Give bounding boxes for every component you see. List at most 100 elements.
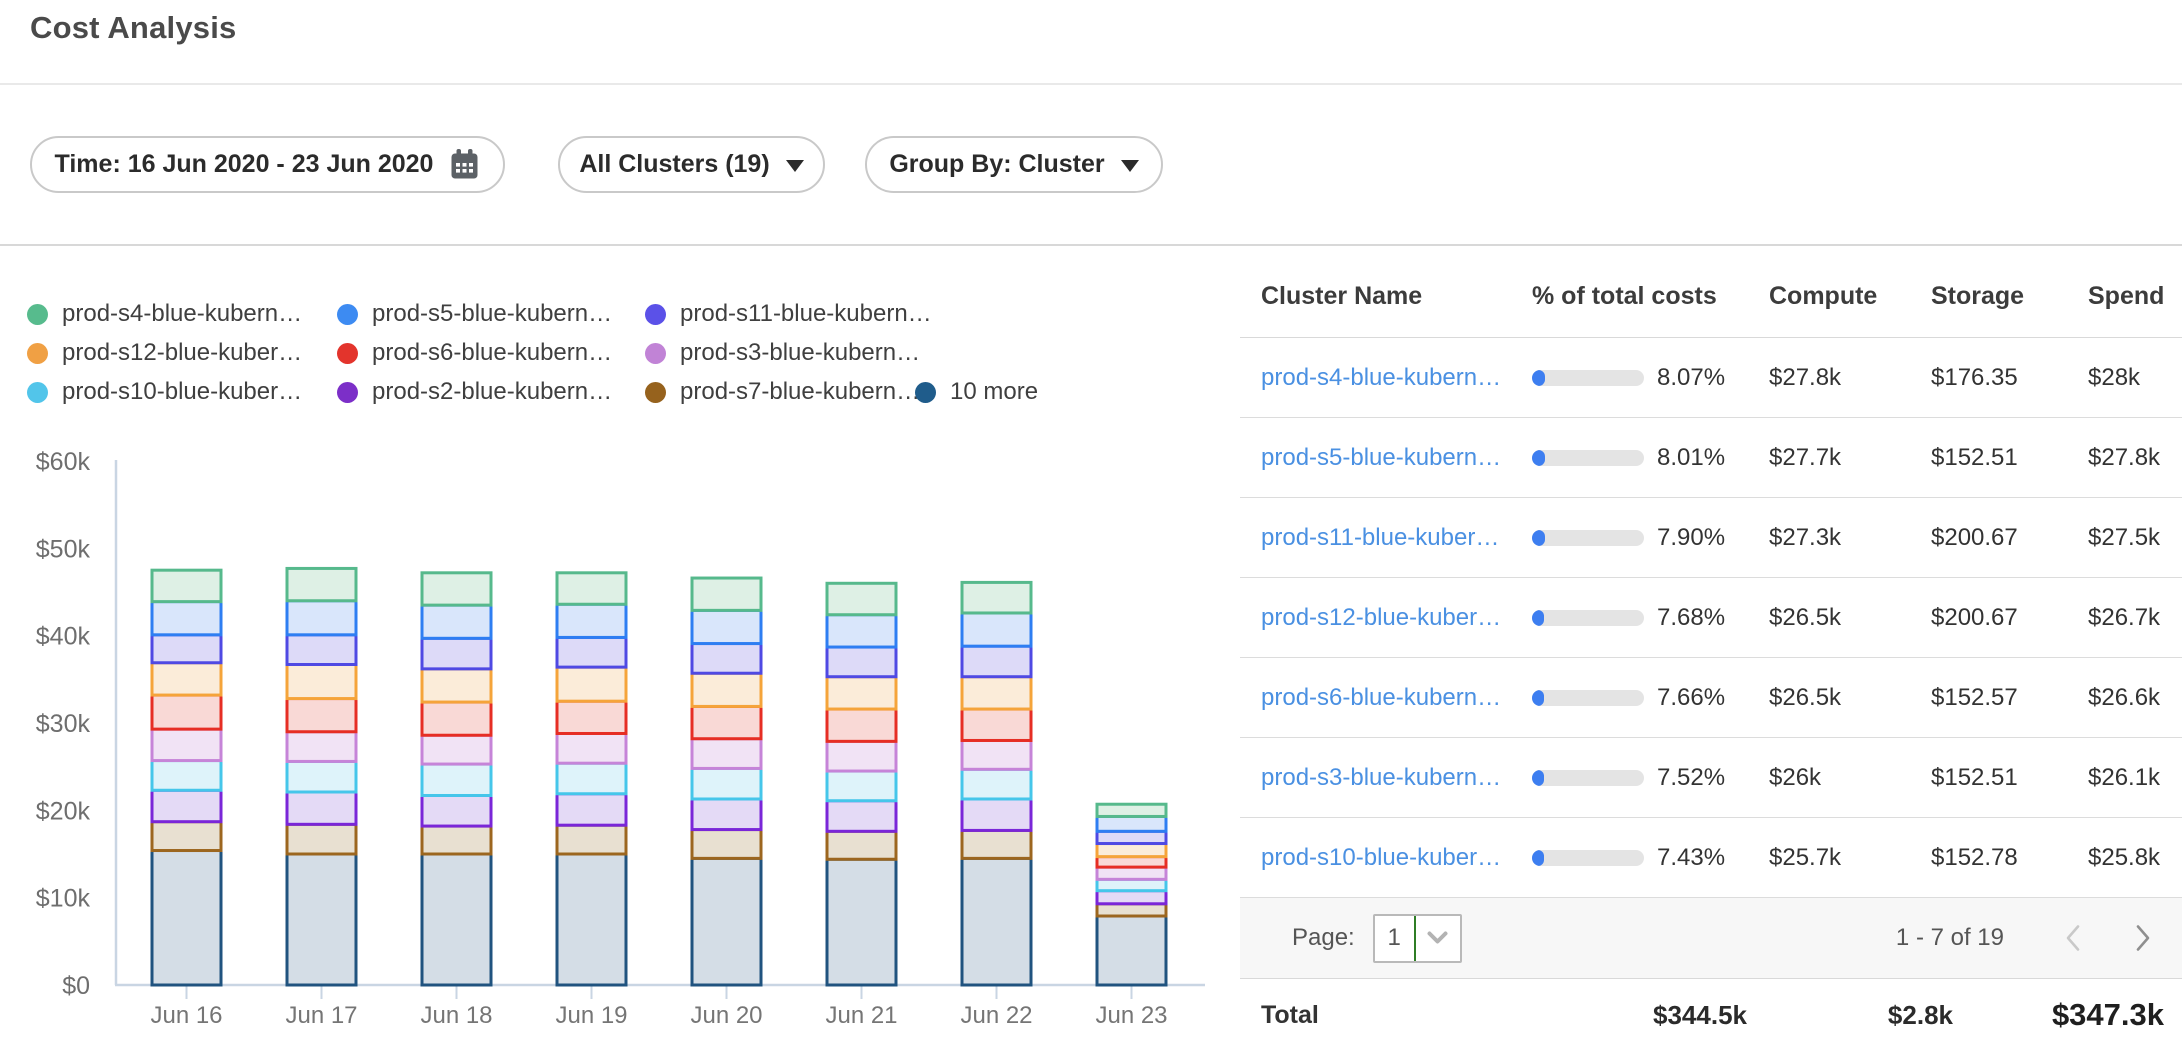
cluster-name-link[interactable]: prod-s10-blue-kuber… xyxy=(1261,843,1502,871)
bar-segment-s6-jun-16[interactable] xyxy=(150,693,223,731)
bar-segment-s2-jun-20[interactable] xyxy=(690,797,763,832)
cluster-name-link[interactable]: prod-s3-blue-kubern… xyxy=(1261,763,1502,791)
bar-segment-s6-jun-18[interactable] xyxy=(420,700,493,737)
bar-segment-s12-jun-23[interactable] xyxy=(1095,842,1168,859)
bar-segment-s11-jun-19[interactable] xyxy=(555,635,628,669)
bar-segment-s10-jun-23[interactable] xyxy=(1095,877,1168,893)
bar-segment-s7-jun-16[interactable] xyxy=(150,820,223,853)
bar-segment-s5-jun-19[interactable] xyxy=(555,602,628,639)
bar-segment-s3-jun-17[interactable] xyxy=(285,730,358,763)
bar-segment-s7-jun-19[interactable] xyxy=(555,823,628,856)
legend-item-s6[interactable]: prod-s6-blue-kubern… xyxy=(337,339,612,367)
bar-segment-s10-jun-18[interactable] xyxy=(420,762,493,797)
bar-segment-s3-jun-16[interactable] xyxy=(150,727,223,763)
bar-segment-s6-jun-23[interactable] xyxy=(1095,855,1168,869)
cluster-name-link[interactable]: prod-s4-blue-kubern… xyxy=(1261,363,1502,391)
bar-segment-s4-jun-22[interactable] xyxy=(960,580,1033,615)
bar-segment-s6-jun-19[interactable] xyxy=(555,699,628,735)
bar-segment-s10-jun-19[interactable] xyxy=(555,761,628,796)
bar-segment-s12-jun-20[interactable] xyxy=(690,671,763,708)
bar-segment-s3-jun-22[interactable] xyxy=(960,738,1033,771)
page-select[interactable]: 1 xyxy=(1372,913,1462,963)
bar-segment-s5-jun-18[interactable] xyxy=(420,603,493,640)
bar-segment-s7-jun-20[interactable] xyxy=(690,828,763,860)
bar-segment-s6-jun-20[interactable] xyxy=(690,704,763,741)
bar-segment-s11-jun-20[interactable] xyxy=(690,642,763,675)
legend-item-s5[interactable]: prod-s5-blue-kubern… xyxy=(337,300,612,328)
bar-segment-s4-jun-18[interactable] xyxy=(420,571,493,607)
time-range-filter[interactable]: Time: 16 Jun 2020 - 23 Jun 2020 xyxy=(30,136,505,193)
bar-segment-s2-jun-16[interactable] xyxy=(150,788,223,824)
cluster-name-link[interactable]: prod-s5-blue-kubern… xyxy=(1261,443,1502,471)
bar-segment-s11-jun-17[interactable] xyxy=(285,633,358,666)
bar-segment-s12-jun-17[interactable] xyxy=(285,662,358,701)
bar-segment-s3-jun-21[interactable] xyxy=(825,739,898,773)
bar-segment-s4-jun-21[interactable] xyxy=(825,581,898,617)
bar-segment-more-jun-16[interactable] xyxy=(150,849,223,987)
bar-segment-s4-jun-16[interactable] xyxy=(150,568,223,604)
bar-segment-more-jun-23[interactable] xyxy=(1095,914,1168,987)
bar-segment-s4-jun-17[interactable] xyxy=(285,566,358,603)
bar-segment-s4-jun-23[interactable] xyxy=(1095,802,1168,818)
bar-segment-s7-jun-23[interactable] xyxy=(1095,902,1168,918)
bar-segment-more-jun-21[interactable] xyxy=(825,857,898,987)
bar-segment-s6-jun-17[interactable] xyxy=(285,697,358,734)
bar-segment-s2-jun-18[interactable] xyxy=(420,793,493,828)
bar-segment-s3-jun-20[interactable] xyxy=(690,737,763,770)
bar-segment-s5-jun-21[interactable] xyxy=(825,613,898,649)
bar-segment-s3-jun-18[interactable] xyxy=(420,733,493,766)
bar-segment-s2-jun-21[interactable] xyxy=(825,799,898,833)
bar-segment-s6-jun-21[interactable] xyxy=(825,707,898,743)
bar-segment-s12-jun-16[interactable] xyxy=(150,661,223,697)
cluster-name-link[interactable]: prod-s12-blue-kuber… xyxy=(1261,603,1502,631)
legend-item-more[interactable]: 10 more xyxy=(915,378,1038,406)
bar-segment-s11-jun-23[interactable] xyxy=(1095,829,1168,846)
bar-segment-s5-jun-17[interactable] xyxy=(285,599,358,637)
bar-segment-s3-jun-19[interactable] xyxy=(555,731,628,765)
bar-segment-s10-jun-21[interactable] xyxy=(825,769,898,803)
clusters-filter-dropdown[interactable]: All Clusters (19) xyxy=(558,136,825,193)
bar-segment-s7-jun-17[interactable] xyxy=(285,822,358,856)
bar-segment-s3-jun-23[interactable] xyxy=(1095,865,1168,881)
bar-segment-s4-jun-20[interactable] xyxy=(690,576,763,612)
bar-segment-s12-jun-18[interactable] xyxy=(420,667,493,704)
bar-segment-s7-jun-18[interactable] xyxy=(420,824,493,856)
cluster-name-link[interactable]: prod-s6-blue-kubern… xyxy=(1261,683,1502,711)
bar-segment-s5-jun-16[interactable] xyxy=(150,600,223,637)
bar-segment-s5-jun-22[interactable] xyxy=(960,611,1033,648)
bar-segment-s11-jun-18[interactable] xyxy=(420,636,493,671)
bar-segment-s7-jun-22[interactable] xyxy=(960,828,1033,860)
bar-segment-s11-jun-22[interactable] xyxy=(960,644,1033,679)
bar-segment-s11-jun-21[interactable] xyxy=(825,645,898,679)
cluster-name-link[interactable]: prod-s11-blue-kuber… xyxy=(1261,523,1500,551)
bar-segment-more-jun-20[interactable] xyxy=(690,856,763,987)
legend-item-s3[interactable]: prod-s3-blue-kubern… xyxy=(645,339,920,367)
bar-segment-s6-jun-22[interactable] xyxy=(960,707,1033,742)
legend-item-s10[interactable]: prod-s10-blue-kuber… xyxy=(27,378,302,406)
next-page-button[interactable] xyxy=(2126,918,2160,958)
bar-segment-s12-jun-21[interactable] xyxy=(825,675,898,711)
bar-segment-s10-jun-20[interactable] xyxy=(690,766,763,801)
bar-segment-s7-jun-21[interactable] xyxy=(825,829,898,861)
legend-item-s4[interactable]: prod-s4-blue-kubern… xyxy=(27,300,302,328)
bar-segment-s2-jun-22[interactable] xyxy=(960,797,1033,832)
bar-segment-s2-jun-17[interactable] xyxy=(285,790,358,826)
bar-segment-s12-jun-22[interactable] xyxy=(960,675,1033,711)
legend-item-s7[interactable]: prod-s7-blue-kubern… xyxy=(645,378,920,406)
bar-segment-more-jun-18[interactable] xyxy=(420,852,493,987)
bar-segment-s10-jun-16[interactable] xyxy=(150,759,223,792)
bar-segment-s12-jun-19[interactable] xyxy=(555,665,628,703)
legend-item-s11[interactable]: prod-s11-blue-kubern… xyxy=(645,300,932,328)
legend-item-s2[interactable]: prod-s2-blue-kubern… xyxy=(337,378,612,406)
bar-segment-s5-jun-23[interactable] xyxy=(1095,814,1168,833)
bar-segment-s10-jun-17[interactable] xyxy=(285,759,358,794)
bar-segment-more-jun-22[interactable] xyxy=(960,856,1033,987)
bar-segment-s4-jun-19[interactable] xyxy=(555,571,628,606)
previous-page-button[interactable] xyxy=(2056,918,2090,958)
legend-item-s12[interactable]: prod-s12-blue-kuber… xyxy=(27,339,302,367)
bar-segment-more-jun-19[interactable] xyxy=(555,852,628,987)
group-by-dropdown[interactable]: Group By: Cluster xyxy=(865,136,1163,193)
bar-segment-s10-jun-22[interactable] xyxy=(960,767,1033,801)
bar-segment-s11-jun-16[interactable] xyxy=(150,633,223,665)
bar-segment-s2-jun-19[interactable] xyxy=(555,792,628,827)
